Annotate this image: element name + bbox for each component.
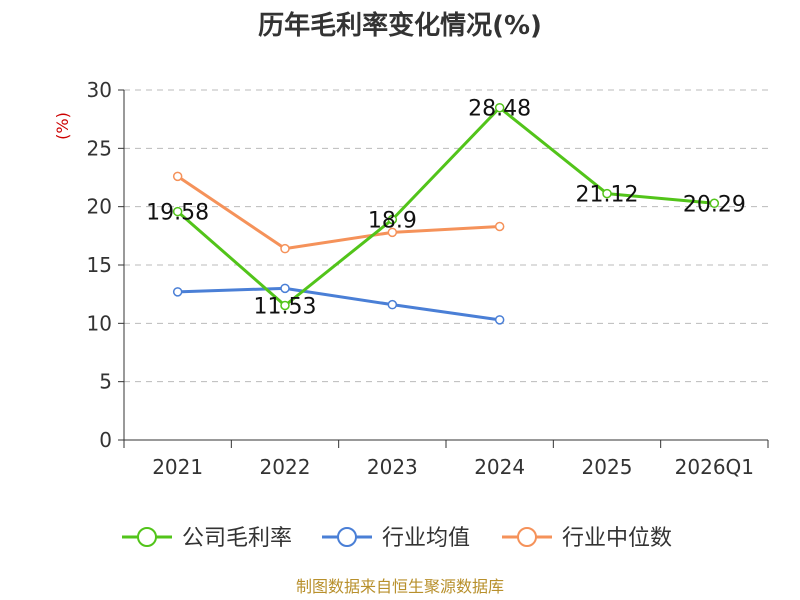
grid-lines [124,89,768,383]
y-tick-label: 10 [87,311,112,335]
series-2 [172,283,505,325]
y-tick-label: 5 [99,370,112,394]
data-label: 11.53 [254,294,317,319]
data-point [280,243,290,254]
data-point [494,102,505,113]
data-point [280,283,290,294]
legend-marker [137,527,157,547]
y-tick-label: 30 [87,78,112,102]
x-tick-label: 2024 [474,455,525,479]
series-group [172,102,720,325]
series-line [177,286,500,322]
chart-title: 历年毛利率变化情况(%) [258,10,542,41]
legend-label: 行业中位数 [562,526,672,551]
axes [118,89,769,448]
y-tick-labels: 0 5 10 15 20 25 30 [87,78,112,452]
y-tick-label: 20 [87,195,112,219]
data-point [494,221,505,232]
data-point [387,299,398,310]
y-axis-label: (%) [53,112,72,140]
legend-item: 行业中位数 [502,526,672,551]
data-point [387,227,398,238]
x-tick-label: 2022 [260,455,311,479]
data-point [172,171,183,182]
y-tick-label: 15 [87,253,112,277]
legend: 公司毛利率 行业均值 行业中位数 [122,526,672,551]
data-labels: 19.58 11.53 18.9 28.48 21.12 20.29 [146,97,746,320]
x-tick-label: 2025 [582,455,633,479]
data-point [280,300,290,311]
data-point [387,214,398,225]
data-label: 19.58 [146,201,209,226]
legend-marker [517,527,537,547]
series-1 [172,102,720,311]
x-tick-label: 2026Q1 [675,455,754,479]
series-line [176,175,500,251]
series-line [176,106,715,307]
x-tick-label: 2023 [367,455,418,479]
source-note: 制图数据来自恒生聚源数据库 [296,577,504,596]
series-3 [172,171,505,254]
data-point [494,315,505,325]
y-tick-label: 0 [99,428,112,452]
legend-item: 行业均值 [322,526,470,551]
data-point [172,287,183,297]
data-label: 20.29 [683,192,746,217]
legend-label: 公司毛利率 [182,526,292,551]
x-tick-label: 2021 [152,455,203,479]
data-label: 21.12 [576,183,639,208]
data-label: 18.9 [368,209,417,234]
data-point [602,188,612,199]
data-point [709,198,720,209]
y-tick-label: 25 [87,136,112,160]
legend-marker [337,527,357,547]
data-label: 28.48 [468,97,531,122]
legend-item: 公司毛利率 [122,526,292,551]
x-tick-labels: 2021 2022 2023 2024 2025 2026Q1 [152,455,754,479]
data-point [172,206,183,217]
legend-label: 行业均值 [382,526,470,551]
